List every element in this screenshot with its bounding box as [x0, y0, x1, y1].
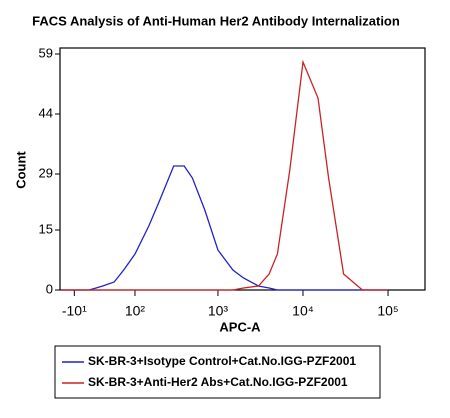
series-line — [60, 165, 388, 291]
y-tick-label: 59 — [39, 45, 53, 60]
plot-frame — [59, 47, 426, 291]
y-tick-label: 29 — [39, 165, 53, 180]
x-tick-label: 10² — [125, 303, 146, 319]
legend-box — [54, 345, 381, 399]
x-tick-label: 10⁵ — [377, 303, 398, 319]
legend-label: SK-BR-3+Isotype Control+Cat.No.IGG-PZF20… — [88, 354, 356, 368]
y-axis-label: Count — [13, 151, 28, 189]
x-axis-label: APC-A — [219, 319, 261, 334]
x-tick-label: 10³ — [208, 303, 229, 319]
series-line — [60, 59, 388, 291]
chart-title: FACS Analysis of Anti-Human Her2 Antibod… — [32, 13, 400, 28]
x-tick-label: 10⁴ — [292, 303, 314, 319]
y-tick-label: 0 — [46, 281, 53, 296]
x-tick-label: -10¹ — [62, 303, 87, 319]
legend-label: SK-BR-3+Anti-Her2 Abs+Cat.No.IGG-PZF2001 — [88, 375, 348, 389]
y-tick-label: 15 — [39, 221, 53, 236]
y-tick-label: 44 — [39, 105, 53, 120]
